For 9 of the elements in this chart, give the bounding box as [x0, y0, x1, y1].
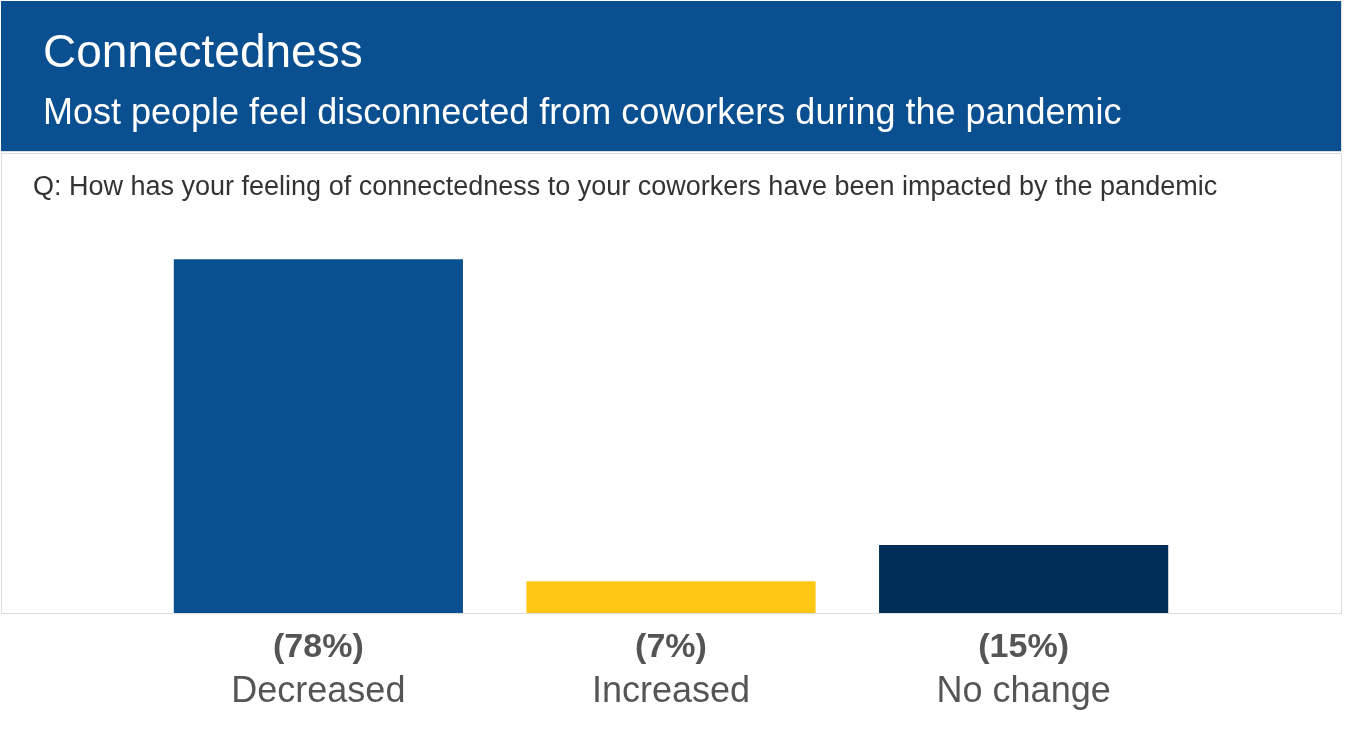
chart-subtitle: Most people feel disconnected from coworkers during the pandemic — [43, 91, 1122, 132]
x-tick-label: Increased — [591, 669, 751, 710]
data-label: (15%) — [978, 626, 1069, 664]
data-label: (78%) — [273, 626, 364, 664]
x-tick-label: No change — [936, 669, 1111, 710]
x-tick-label: Decreased — [231, 669, 406, 710]
text: Q: How has your feeling of connectedness to your coworkers have been impacted by the pandemic — [33, 171, 1218, 201]
chart-title: Connectedness — [43, 25, 363, 77]
data-label: (7%) — [635, 626, 707, 664]
